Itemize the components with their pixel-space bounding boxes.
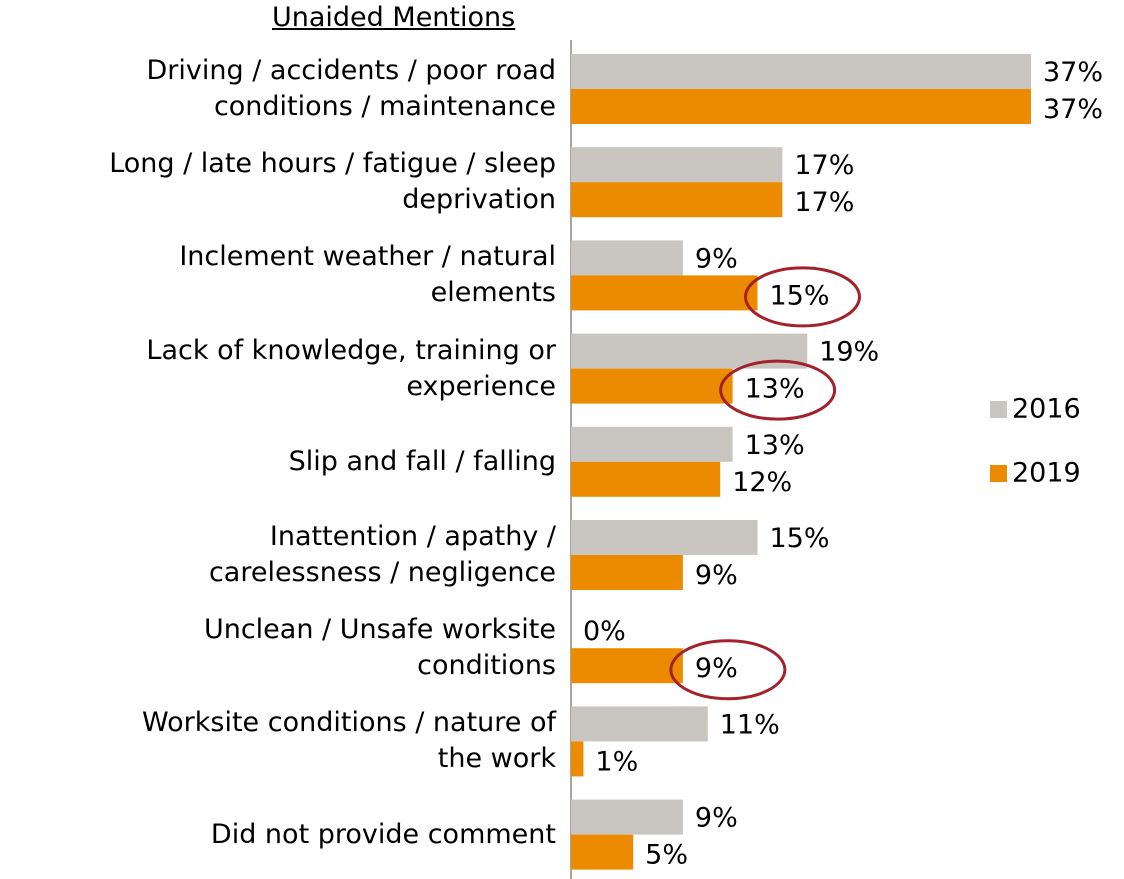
legend-label: 2019	[1012, 458, 1081, 489]
bar	[571, 799, 683, 835]
category-label: Long / late hours / fatigue / sleep depr…	[109, 148, 556, 216]
bar	[571, 741, 584, 777]
value-label: 37%	[1043, 94, 1103, 125]
category-label: Inclement weather / natural elements	[179, 241, 556, 309]
bar	[571, 648, 683, 684]
bar	[571, 706, 708, 742]
value-label: 17%	[794, 150, 854, 181]
value-label: 11%	[720, 709, 780, 740]
legend-swatch	[990, 465, 1007, 482]
legend-label: 2016	[1012, 394, 1081, 425]
legend-swatch	[990, 401, 1007, 418]
value-label: 15%	[769, 280, 829, 311]
value-label: 9%	[695, 803, 738, 834]
bar	[571, 182, 783, 218]
value-label: 0%	[583, 616, 626, 647]
highlight-ellipse	[743, 266, 861, 328]
highlight-ellipse	[719, 359, 837, 421]
value-label: 5%	[645, 840, 688, 871]
category-label: Lack of knowledge, training or experienc…	[146, 334, 556, 402]
bar	[571, 275, 758, 311]
category-label: Did not provide comment	[210, 818, 556, 850]
chart-title: Unaided Mentions	[272, 2, 516, 33]
value-label: 15%	[769, 523, 829, 554]
bar	[571, 461, 721, 497]
bar	[571, 834, 634, 870]
value-label: 12%	[732, 467, 792, 498]
value-label: 1%	[595, 746, 638, 777]
bar	[571, 54, 1031, 89]
value-label: 17%	[794, 187, 854, 218]
bar	[571, 426, 733, 462]
value-label: 9%	[695, 243, 738, 274]
bar	[571, 240, 683, 276]
category-label: Slip and fall / falling	[288, 445, 556, 477]
category-label: Worksite conditions / nature of the work	[142, 707, 556, 775]
value-label: 9%	[695, 653, 738, 684]
bar	[571, 520, 758, 555]
value-label: 19%	[819, 337, 879, 368]
category-label: Unclean / Unsafe worksite conditions	[203, 614, 556, 682]
highlight-ellipse	[669, 639, 787, 701]
bar	[571, 89, 1031, 124]
category-label: Inattention / apathy / carelessness / ne…	[208, 521, 556, 588]
bar	[571, 368, 733, 404]
value-label: 13%	[745, 430, 805, 461]
bar	[571, 555, 683, 590]
value-label: 13%	[745, 374, 805, 405]
category-label: Driving / accidents / poor road conditio…	[146, 55, 556, 122]
bar	[571, 147, 783, 183]
value-label: 9%	[695, 560, 738, 591]
value-label: 37%	[1043, 57, 1103, 88]
bar	[571, 333, 808, 369]
